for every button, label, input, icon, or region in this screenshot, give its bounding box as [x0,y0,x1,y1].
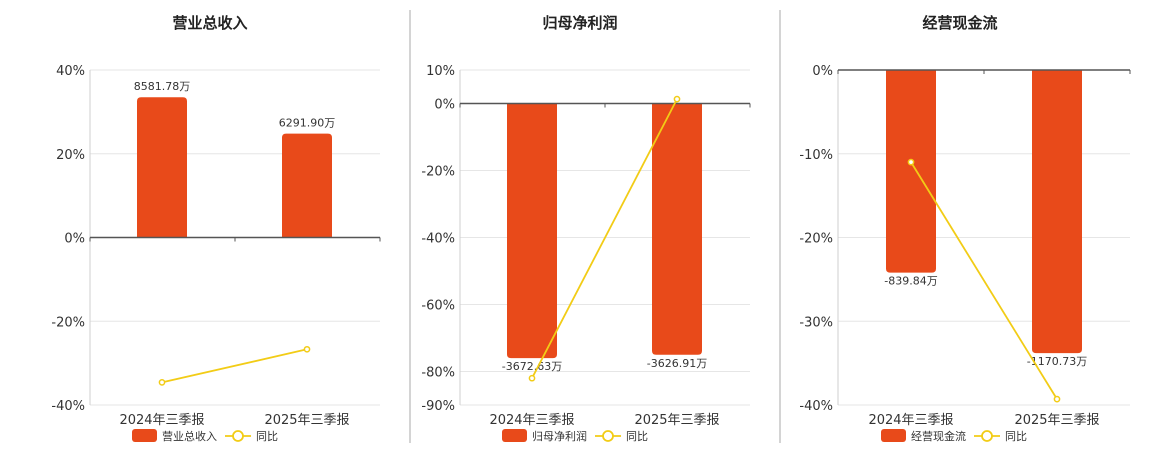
y-tick-label: -20% [421,165,455,180]
legend-label: 同比 [1005,430,1027,443]
yoy-line [161,348,308,384]
x-category-label: 2025年三季报 [634,413,719,428]
y-tick-label: -30% [799,315,833,330]
legend-line-marker [232,430,244,442]
y-tick-label: -40% [51,399,85,414]
bar [652,103,702,355]
legend-label: 经营现金流 [911,429,966,443]
x-category-label: 2024年三季报 [489,413,574,428]
yoy-point [673,95,681,103]
y-tick-label: -10% [799,148,833,163]
bar [282,133,332,238]
legend-label: 同比 [256,430,278,443]
bar [507,103,557,359]
x-category-label: 2025年三季报 [264,413,349,428]
y-tick-label: -80% [421,366,455,381]
bar-data-label: -3626.91万 [647,357,707,370]
y-tick-label: 10% [426,64,455,79]
x-category-label: 2025年三季报 [1014,413,1099,428]
chart-title: 归母净利润 [542,14,617,32]
x-category-label: 2024年三季报 [119,413,204,428]
bar-data-label: -839.84万 [884,275,937,288]
legend-line-marker [981,430,993,442]
x-category-label: 2024年三季报 [868,413,953,428]
yoy-point [303,345,311,353]
chart-1: 营业总收入 40% 20% 0% -20% -40% 8581.78万 6291.90万 202… [51,14,381,443]
y-tick-label: -40% [799,399,833,414]
yoy-point [1053,395,1061,403]
y-tick-label: -60% [421,299,455,314]
y-tick-label: 0% [64,232,85,247]
y-tick-label: 40% [56,64,85,79]
chart-2: 归母净利润 10% 0% -20% -40% -60% -80% -90% -3672.63万 -… [421,14,751,443]
legend-line-marker [602,430,614,442]
legend-bar-swatch [502,429,527,442]
bar [137,97,187,238]
bar [1032,70,1082,354]
y-tick-label: 0% [434,98,455,113]
bar-data-label: -3672.63万 [502,360,562,373]
y-tick-label: -90% [421,399,455,414]
legend-label: 归母净利润 [532,429,587,443]
chart-title: 经营现金流 [922,14,997,32]
legend-label: 营业总收入 [162,429,217,443]
y-tick-label: -40% [421,232,455,247]
legend: 营业总收入 同比 [132,429,278,443]
legend-label: 同比 [626,430,648,443]
chart-title: 营业总收入 [172,14,247,32]
bar-data-label: 8581.78万 [134,80,191,93]
bar [886,70,936,273]
y-tick-label: -20% [799,232,833,247]
y-tick-label: 20% [56,148,85,163]
y-tick-label: 0% [812,64,833,79]
legend-bar-swatch [881,429,906,442]
bar-data-label: 6291.90万 [279,117,336,130]
legend: 经营现金流 同比 [881,429,1027,443]
legend: 归母净利润 同比 [502,429,648,443]
yoy-line [531,98,678,379]
chart-3: 经营现金流 0% -10% -20% -30% -40% -839.84万 -1170.73万… [799,14,1131,443]
yoy-line [910,161,1058,400]
yoy-point [528,374,536,382]
legend-bar-swatch [132,429,157,442]
y-tick-label: -20% [51,315,85,330]
bar-data-label: -1170.73万 [1027,355,1087,368]
yoy-point [907,158,915,166]
yoy-point [158,379,166,386]
